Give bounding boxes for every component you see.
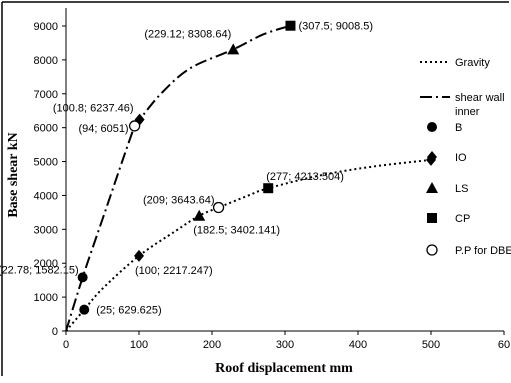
marker-pp [128,120,141,132]
legend-cp-label: CP [455,213,470,225]
y-tick-label: 0 [52,326,58,338]
marker-cp [285,20,296,31]
y-tick-label: 3000 [34,224,58,236]
data-label: (182.5; 3402.141) [193,225,280,237]
legend: Gravity shear wall inner B IO LS CP P.P for DBE [420,57,511,257]
legend-cp-symbol [427,213,437,223]
data-label: (100.8; 6237.46) [53,103,134,115]
x-tick-label: 300 [276,339,294,351]
data-label: (22.78; 1582.15) [0,264,79,276]
y-tick-label: 4000 [34,190,58,202]
legend-shearwall-label: shear wall [455,92,505,104]
x-tick-label: 0 [63,339,69,351]
y-tick-label: 7000 [34,89,58,101]
x-tick-label: 60 [498,339,510,351]
marker-ls [193,209,206,221]
data-label: (94; 6051) [78,123,128,135]
series-line-shear-wall-inner [65,24,291,332]
legend-shearwall-label-line2: inner [455,106,480,118]
x-tick-label: 500 [422,339,440,351]
x-tick-label: 400 [349,339,367,351]
x-axis-label: Roof displacement mm [215,361,353,376]
data-label: (229.12; 8308.64) [144,28,231,40]
marker-pp [212,201,225,214]
y-tick-label: 2000 [34,258,58,270]
y-tick-label: 6000 [34,123,58,135]
legend-ls-label: LS [455,183,468,195]
legend-pp-symbol [426,244,438,256]
series-line-gravity [65,158,432,332]
marker-io [134,249,144,262]
x-tick-label: 100 [130,339,148,351]
data-label: (25; 629.625) [96,305,161,317]
legend-ls-symbol [426,182,438,193]
marker-ls [227,43,240,55]
data-label: (277; 4213.504) [266,171,344,183]
y-tick-label: 9000 [34,21,58,33]
legend-b-label: B [455,122,462,134]
legend-io-symbol [427,151,437,163]
legend-pp-label: P.P for DBE [455,245,511,257]
marker-b [79,304,90,315]
y-tick-label: 1000 [34,292,58,304]
marker-cp [263,183,274,194]
axes: 0 1000 2000 3000 4000 5000 6000 7000 8000 9000 0 10… [1,1,510,376]
legend-io-label: IO [455,152,467,164]
performance-markers [77,20,436,315]
y-axis-label: Base shear kN [6,132,21,217]
y-tick-label: 8000 [34,55,58,67]
x-tick-label: 200 [203,339,221,351]
data-label: (100; 2217.247) [135,265,213,277]
legend-b-symbol [427,122,437,132]
data-annotations: (25; 629.625) (22.78; 1582.15) (100; 2217.… [0,21,373,317]
y-tick-label: 5000 [34,157,58,169]
data-label: (209; 3643.64) [143,195,215,207]
legend-gravity-label: Gravity [455,57,490,69]
marker-b [77,272,88,283]
series-lines [65,24,432,332]
data-label: (307.5; 9008.5) [298,21,373,33]
